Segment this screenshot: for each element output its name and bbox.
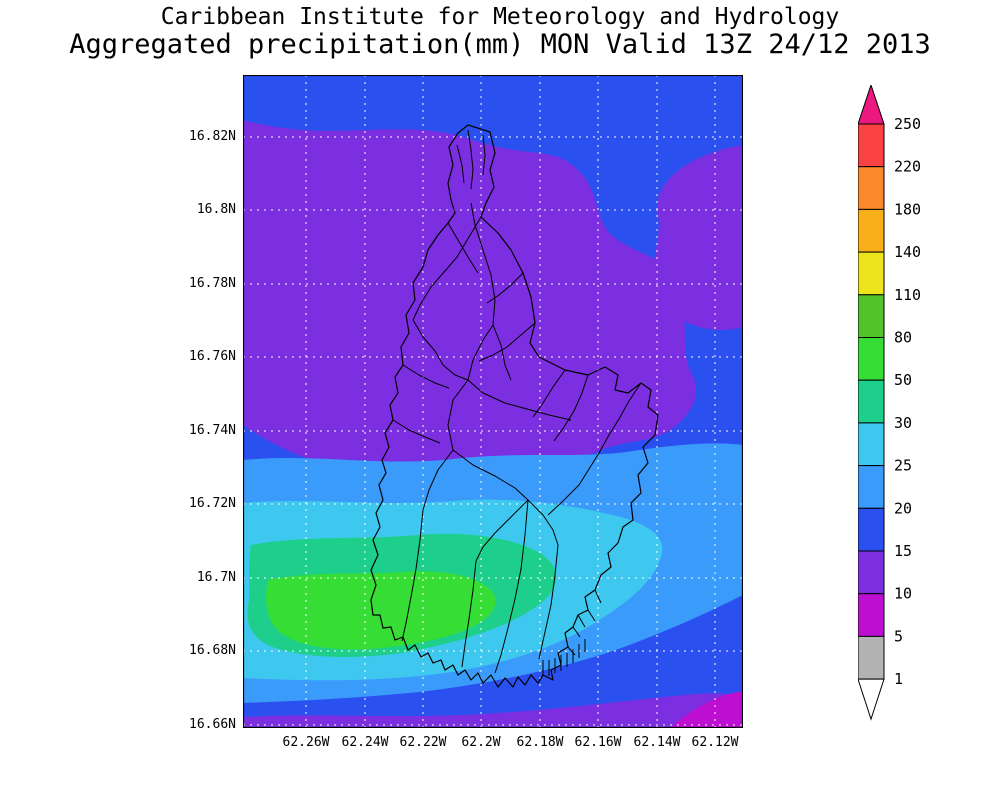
title-line-2: Aggregated precipitation(mm) MON Valid 1… bbox=[69, 29, 931, 60]
colorbar-label: 25 bbox=[894, 457, 912, 475]
lon-tick-label: 62.24W bbox=[341, 735, 389, 750]
colorbar-label: 10 bbox=[894, 585, 912, 603]
colorbar-label: 15 bbox=[894, 542, 912, 560]
title-line-1: Caribbean Institute for Meteorology and … bbox=[160, 4, 840, 30]
lon-tick-label: 62.2W bbox=[461, 735, 501, 750]
colorbar-label: 80 bbox=[894, 329, 912, 347]
colorbar-segment bbox=[858, 550, 885, 595]
colorbar-arrow-bottom bbox=[858, 678, 885, 721]
colorbar-segment bbox=[858, 251, 885, 296]
lat-tick-label: 16.78N bbox=[189, 276, 236, 291]
contour-purple-centre bbox=[243, 120, 696, 472]
colorbar-segment bbox=[858, 337, 885, 381]
colorbar-label: 20 bbox=[894, 499, 912, 517]
title-block: Caribbean Institute for Meteorology and … bbox=[0, 4, 1000, 60]
colorbar-segment bbox=[858, 465, 885, 509]
colorbar-segment bbox=[858, 123, 885, 168]
colorbar-label: 220 bbox=[894, 158, 921, 176]
lat-tick-label: 16.72N bbox=[189, 496, 236, 511]
lat-tick-label: 16.8N bbox=[196, 202, 236, 217]
colorbar-label: 110 bbox=[894, 286, 921, 304]
colorbar-segment bbox=[858, 208, 885, 253]
lon-tick-label: 62.22W bbox=[399, 735, 447, 750]
contour-region-50-80 bbox=[266, 571, 496, 650]
colorbar-label: 50 bbox=[894, 371, 912, 389]
contour-purple-bottom-strip bbox=[243, 693, 743, 728]
lat-tick-label: 16.68N bbox=[189, 643, 236, 658]
contour-magenta-corner bbox=[669, 691, 743, 728]
lat-tick-label: 16.66N bbox=[189, 717, 236, 732]
lon-tick-label: 62.18W bbox=[516, 735, 564, 750]
colorbar-label: 250 bbox=[894, 115, 921, 133]
colorbar-label: 180 bbox=[894, 200, 921, 218]
colorbar-label: 140 bbox=[894, 243, 921, 261]
colorbar-label: 5 bbox=[894, 627, 903, 645]
colorbar-arrow-top bbox=[858, 85, 885, 125]
colorbar-label: 1 bbox=[894, 670, 903, 688]
colorbar-segment bbox=[858, 422, 885, 467]
lat-tick-label: 16.82N bbox=[189, 129, 236, 144]
colorbar-segment bbox=[858, 593, 885, 637]
lon-tick-label: 62.26W bbox=[282, 735, 330, 750]
map-plot-svg bbox=[243, 75, 743, 728]
lat-tick-label: 16.74N bbox=[189, 423, 236, 438]
colorbar-segment bbox=[858, 379, 885, 424]
lon-tick-label: 62.14W bbox=[633, 735, 681, 750]
plot-border bbox=[243, 75, 743, 728]
colorbar-label: 30 bbox=[894, 414, 912, 432]
colorbar-segment bbox=[858, 166, 885, 210]
watershed-lines bbox=[392, 129, 642, 676]
lat-tick-label: 16.76N bbox=[189, 349, 236, 364]
lon-tick-label: 62.16W bbox=[574, 735, 622, 750]
lat-tick-label: 16.7N bbox=[196, 570, 236, 585]
island-outline bbox=[370, 124, 659, 688]
colorbar-segment bbox=[858, 294, 885, 339]
colorbar-segment bbox=[858, 507, 885, 552]
colorbar-segment bbox=[858, 635, 885, 680]
colorbar-svg: 250 220 180 140 110 80 50 30 25 20 15 10 5 1 bbox=[858, 85, 921, 721]
lon-tick-label: 62.12W bbox=[691, 735, 739, 750]
